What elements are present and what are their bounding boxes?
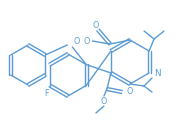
Text: O: O	[73, 38, 80, 46]
Text: O: O	[93, 20, 99, 30]
Text: F: F	[45, 89, 49, 98]
Text: O: O	[127, 87, 133, 97]
Text: N: N	[154, 68, 161, 77]
Text: O: O	[83, 37, 90, 45]
Text: O: O	[101, 97, 107, 106]
